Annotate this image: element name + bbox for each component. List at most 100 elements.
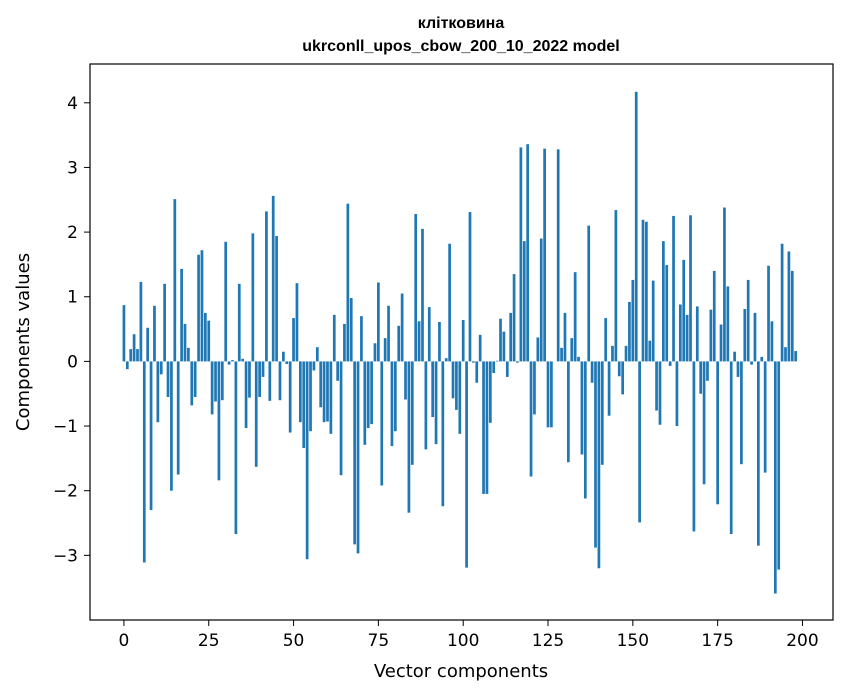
bar-172 <box>706 361 709 381</box>
bar-92 <box>434 361 438 445</box>
bar-187 <box>757 361 760 546</box>
bar-75 <box>377 282 380 362</box>
bar-9 <box>153 305 156 362</box>
bar-48 <box>285 361 289 364</box>
chart-subtitle: ukrconll_upos_cbow_200_10_2022 model <box>302 38 619 55</box>
bar-160 <box>665 265 669 362</box>
bar-122 <box>536 337 540 362</box>
x-tick-label-125: 125 <box>532 631 564 651</box>
ticks-group: 0 25 50 75 100 125 150 175 200 −3 −2 −1 0 1 2 3 4 <box>53 94 819 651</box>
bar-176 <box>719 324 723 362</box>
bar-133 <box>573 272 577 362</box>
bar-28 <box>217 361 221 481</box>
bar-153 <box>641 219 645 362</box>
bar-46 <box>278 361 282 401</box>
bar-168 <box>692 361 696 532</box>
x-tick-label-25: 25 <box>198 631 220 651</box>
bar-16 <box>176 361 180 475</box>
bar-89 <box>424 361 428 450</box>
bar-115 <box>512 274 516 362</box>
bar-189 <box>763 361 767 473</box>
bar-190 <box>767 265 770 362</box>
bar-117 <box>519 147 523 362</box>
bar-67 <box>349 298 353 362</box>
bar-34 <box>237 283 241 362</box>
bar-128 <box>556 149 560 362</box>
bar-81 <box>397 325 401 362</box>
bar-29 <box>220 361 224 401</box>
bar-97 <box>451 361 455 399</box>
bar-5 <box>139 281 143 362</box>
bar-4 <box>136 349 139 362</box>
bar-177 <box>723 207 726 362</box>
bar-83 <box>404 361 407 400</box>
bar-77 <box>383 338 387 362</box>
bar-108 <box>488 361 492 423</box>
bar-164 <box>678 304 682 362</box>
bar-158 <box>658 361 662 425</box>
bar-80 <box>393 361 397 432</box>
bar-42 <box>265 211 268 362</box>
bar-167 <box>689 215 692 362</box>
bar-141 <box>600 361 604 465</box>
bar-11 <box>159 361 163 375</box>
bar-73 <box>370 361 373 425</box>
bar-85 <box>410 361 414 465</box>
bar-112 <box>502 331 506 362</box>
bar-166 <box>685 314 689 362</box>
bar-129 <box>560 347 563 362</box>
bar-57 <box>315 347 319 362</box>
y-tick-label-1: 1 <box>67 288 78 308</box>
bar-184 <box>746 279 750 362</box>
bar-194 <box>780 243 784 362</box>
bar-156 <box>651 280 655 362</box>
bar-17 <box>180 268 183 362</box>
bar-183 <box>743 309 747 362</box>
x-tick-label-0: 0 <box>119 631 130 651</box>
bar-124 <box>543 148 546 362</box>
bar-186 <box>753 312 757 362</box>
bar-93 <box>438 321 441 362</box>
y-tick-label-0: 0 <box>67 352 78 372</box>
bar-116 <box>516 361 519 363</box>
y-tick-label--3: −3 <box>53 546 78 566</box>
bar-110 <box>495 360 499 362</box>
bar-118 <box>522 241 526 362</box>
bar-10 <box>156 361 160 423</box>
bar-104 <box>475 361 479 383</box>
bar-76 <box>380 361 384 486</box>
bar-137 <box>587 225 591 362</box>
x-tick-label-75: 75 <box>368 631 390 651</box>
bar-113 <box>505 361 509 377</box>
bar-7 <box>146 327 150 362</box>
bar-18 <box>183 323 187 362</box>
bar-161 <box>668 361 672 366</box>
bar-169 <box>695 306 699 362</box>
bar-87 <box>417 321 421 362</box>
bar-119 <box>526 144 530 362</box>
bar-175 <box>716 361 719 505</box>
bar-43 <box>268 361 272 401</box>
bar-193 <box>777 361 781 570</box>
bar-78 <box>387 305 390 362</box>
bar-94 <box>441 361 445 507</box>
bar-138 <box>590 361 594 383</box>
bar-90 <box>427 307 431 362</box>
bar-100 <box>461 320 465 362</box>
bar-14 <box>170 361 173 491</box>
bar-150 <box>631 279 635 362</box>
bar-63 <box>336 361 340 381</box>
bar-135 <box>580 361 584 455</box>
bar-68 <box>353 361 356 545</box>
bar-21 <box>193 361 197 397</box>
bar-152 <box>638 361 641 523</box>
bar-71 <box>363 361 367 445</box>
y-tick-label-4: 4 <box>67 94 78 114</box>
bar-38 <box>251 233 255 362</box>
bar-69 <box>356 361 360 554</box>
bar-25 <box>207 320 211 362</box>
bar-192 <box>773 361 777 594</box>
bar-154 <box>645 221 648 362</box>
bar-102 <box>468 212 472 362</box>
